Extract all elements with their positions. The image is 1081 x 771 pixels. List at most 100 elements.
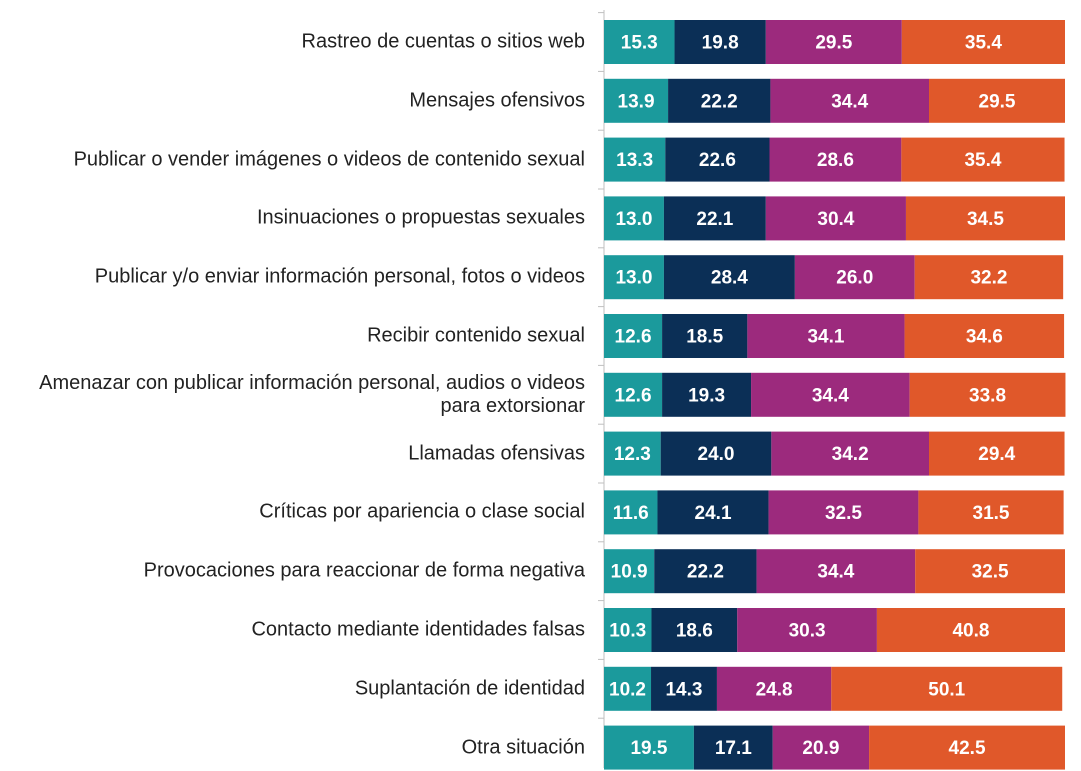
- value-label: 24.8: [756, 679, 793, 700]
- bar-segment: [909, 372, 1066, 417]
- value-label: 42.5: [949, 738, 986, 759]
- bar-segment: [663, 196, 766, 241]
- bar-segment: [604, 20, 675, 64]
- category-label: Recibir contenido sexual: [367, 324, 585, 347]
- bar-segment: [604, 314, 663, 358]
- value-label: 19.8: [702, 33, 739, 54]
- bar-segment: [765, 196, 906, 241]
- value-label: 15.3: [621, 33, 658, 54]
- bar-segment: [651, 666, 717, 711]
- value-label: 17.1: [715, 738, 752, 759]
- value-label: 50.1: [928, 679, 965, 700]
- bar-segment: [901, 137, 1065, 182]
- value-label: 34.4: [817, 562, 854, 583]
- category-label: Rastreo de cuentas o sitios web: [301, 30, 586, 53]
- bar-segment: [929, 431, 1065, 476]
- value-label: 12.6: [615, 385, 652, 406]
- value-label: 32.5: [972, 562, 1009, 583]
- bar-segment: [905, 196, 1065, 241]
- value-label: 10.2: [609, 679, 646, 700]
- bar-segment: [654, 549, 757, 594]
- bar-segment: [665, 137, 770, 182]
- value-label: 12.3: [614, 444, 651, 465]
- value-label: 34.6: [966, 327, 1003, 348]
- value-label: 35.4: [964, 150, 1001, 171]
- value-label: 31.5: [973, 503, 1010, 524]
- value-label: 11.6: [613, 503, 649, 524]
- category-label: Suplantación de identidad: [354, 677, 585, 700]
- bar-segment: [668, 78, 771, 123]
- value-label: 10.3: [609, 621, 646, 642]
- bar-segment: [929, 78, 1065, 123]
- value-label: 22.6: [699, 150, 736, 171]
- value-label: 20.9: [802, 738, 839, 759]
- bar-segment: [604, 431, 661, 476]
- bar-segment: [831, 666, 1063, 711]
- value-label: 22.2: [687, 562, 724, 583]
- bar-segment: [662, 314, 748, 358]
- bar-segment: [662, 372, 752, 417]
- value-label: 34.5: [967, 209, 1004, 230]
- bar-segment: [604, 549, 655, 594]
- value-label: 34.4: [831, 91, 868, 112]
- value-label: 29.5: [979, 91, 1016, 112]
- bar-segment: [751, 372, 910, 417]
- value-label: 10.9: [611, 562, 648, 583]
- bar-segment: [770, 78, 930, 123]
- value-label: 13.3: [616, 150, 653, 171]
- bar-segment: [604, 725, 694, 770]
- category-label: Mensajes ofensivos: [409, 89, 585, 112]
- value-label: 32.5: [825, 503, 862, 524]
- category-label: Otra situación: [461, 736, 585, 759]
- value-label: 32.2: [970, 268, 1007, 289]
- value-label: 22.1: [696, 209, 733, 230]
- value-label: 28.4: [711, 268, 748, 289]
- bar-segment: [772, 725, 870, 770]
- value-label: 18.6: [676, 621, 713, 642]
- bar-segment: [869, 725, 1065, 770]
- bar-segment: [604, 608, 652, 652]
- bar-segment: [756, 549, 916, 594]
- value-label: 18.5: [686, 327, 723, 348]
- value-label: 34.1: [807, 327, 844, 348]
- value-label: 13.0: [615, 268, 652, 289]
- bar-segment: [765, 20, 902, 64]
- value-label: 28.6: [817, 150, 854, 171]
- value-label: 35.4: [965, 33, 1002, 54]
- value-label: 13.0: [615, 209, 652, 230]
- bar-segment: [771, 431, 930, 476]
- category-label: Publicar o vender imágenes o videos de c…: [73, 148, 585, 171]
- bar-segment: [794, 255, 915, 300]
- category-label: Insinuaciones o propuestas sexuales: [257, 206, 585, 229]
- bar-segment: [737, 608, 877, 652]
- value-label: 34.2: [832, 444, 869, 465]
- bar-segment: [876, 608, 1065, 652]
- bar-segment: [604, 196, 664, 241]
- bar-segment: [769, 137, 902, 182]
- value-label: 30.3: [789, 621, 826, 642]
- bar-segment: [716, 666, 832, 711]
- value-label: 22.2: [701, 91, 738, 112]
- value-label: 24.1: [695, 503, 732, 524]
- bar-segment: [604, 255, 664, 300]
- bar-segment: [914, 255, 1064, 300]
- value-label: 26.0: [836, 268, 873, 289]
- category-label: Llamadas ofensivas: [408, 442, 585, 465]
- bar-segment: [663, 255, 795, 300]
- bar-segment: [768, 490, 919, 535]
- value-label: 34.4: [812, 385, 849, 406]
- bar-segment: [674, 20, 766, 64]
- bar-segment: [651, 608, 738, 652]
- value-label: 30.4: [817, 209, 854, 230]
- bar-segment: [747, 314, 905, 358]
- bar-segment: [660, 431, 772, 476]
- bar-segment: [918, 490, 1064, 535]
- bar-segment: [693, 725, 773, 770]
- value-label: 13.9: [618, 91, 655, 112]
- value-label: 29.5: [815, 33, 852, 54]
- value-label: 12.6: [615, 327, 652, 348]
- bar-segment: [915, 549, 1065, 594]
- category-label: Publicar y/o enviar información personal…: [94, 265, 585, 288]
